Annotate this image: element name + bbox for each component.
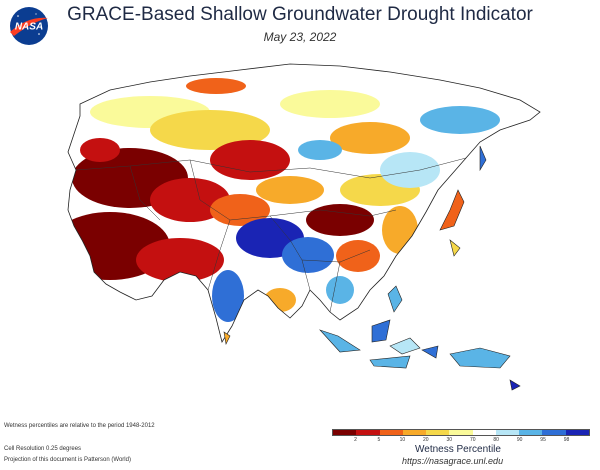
legend-tick-label: 98	[563, 437, 570, 443]
legend-swatch	[495, 430, 520, 435]
footnote-period: Wetness percentiles are relative to the …	[4, 423, 155, 429]
source-url[interactable]: https://nasagrace.unl.edu	[402, 456, 504, 466]
legend-tick-label: 10	[399, 437, 406, 443]
legend-tick-label: 30	[446, 437, 453, 443]
legend-tick-label: 95	[540, 437, 546, 443]
country-borders	[75, 157, 467, 313]
legend-title: Wetness Percentile	[415, 444, 501, 455]
islands	[223, 145, 521, 391]
legend-swatch	[519, 430, 543, 435]
legend-swatch	[542, 430, 566, 435]
footnote-projection: Projection of this document is Patterson…	[4, 457, 131, 463]
legend-tick-label: 2	[354, 437, 357, 443]
legend-tick-label: 80	[493, 437, 499, 443]
legend-swatch	[333, 430, 357, 435]
legend-swatch	[379, 430, 403, 435]
legend: 2 5 10 20 30 70 80 90 95 98	[332, 429, 590, 444]
footnote-resolution: Cell Resolution 0.25 degrees	[4, 446, 82, 452]
drought-raster	[68, 64, 540, 342]
legend-swatch	[356, 430, 380, 435]
map-date: May 23, 2022	[263, 30, 337, 44]
legend-swatch	[565, 430, 589, 435]
legend-swatch	[426, 430, 450, 435]
nasa-logo: NASA	[10, 7, 48, 45]
legend-swatch	[472, 430, 496, 435]
asia-drought-map	[67, 63, 541, 391]
legend-ticks: 2 5 10 20 30 70 80 90 95 98	[332, 436, 590, 444]
legend-tick-label: 5	[377, 437, 381, 443]
legend-swatch	[449, 430, 473, 435]
nasa-logo-text: NASA	[15, 22, 43, 33]
legend-tick-label: 90	[516, 437, 523, 443]
legend-swatch	[402, 430, 427, 435]
legend-tick-label: 70	[469, 437, 476, 443]
legend-tick-label: 20	[423, 437, 429, 443]
legend-color-bar	[332, 429, 590, 436]
map-title: GRACE-Based Shallow Groundwater Drought …	[67, 4, 533, 25]
